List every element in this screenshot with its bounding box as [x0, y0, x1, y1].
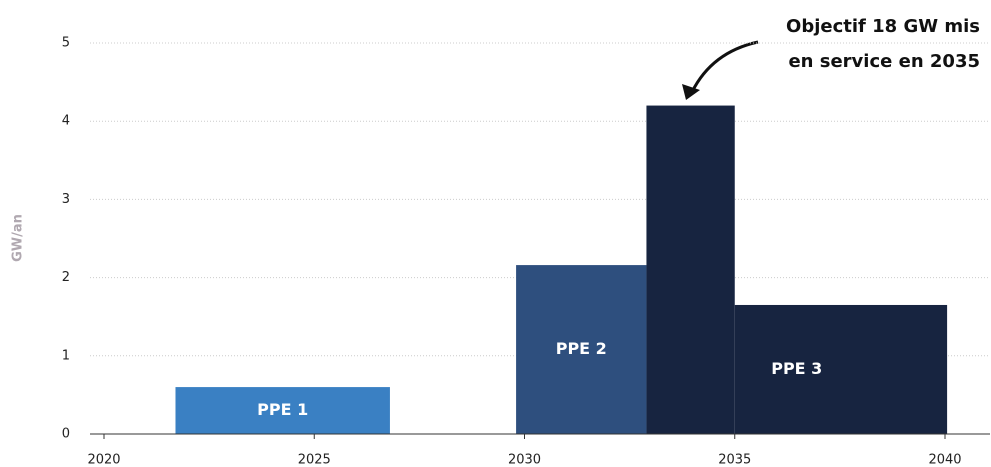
bar [175, 387, 390, 434]
bar-label: PPE 3 [771, 359, 822, 378]
bar-label: PPE 1 [257, 400, 308, 419]
y-tick-label: 0 [62, 427, 70, 442]
y-axis-label: GW/an [11, 214, 26, 262]
x-tick-label: 2035 [718, 453, 751, 467]
bar [646, 105, 735, 434]
x-tick-label: 2030 [508, 453, 541, 467]
x-tick-label: 2040 [928, 453, 961, 467]
annotation: en service en 2035 [788, 51, 980, 72]
bar [734, 304, 948, 434]
annotation-arrow [690, 40, 759, 93]
y-tick-label: 1 [62, 348, 70, 363]
x-tick-label: 2025 [298, 453, 331, 467]
arrow-head [682, 84, 700, 100]
annotation: Objectif 18 GW mis [786, 16, 980, 37]
y-tick-label: 2 [62, 270, 70, 285]
x-tick-label: 2020 [87, 453, 120, 467]
y-tick-label: 4 [62, 114, 70, 129]
bar [516, 265, 647, 434]
y-tick-label: 5 [62, 36, 70, 51]
y-tick-label: 3 [62, 192, 70, 207]
bar-label: PPE 2 [556, 339, 607, 358]
